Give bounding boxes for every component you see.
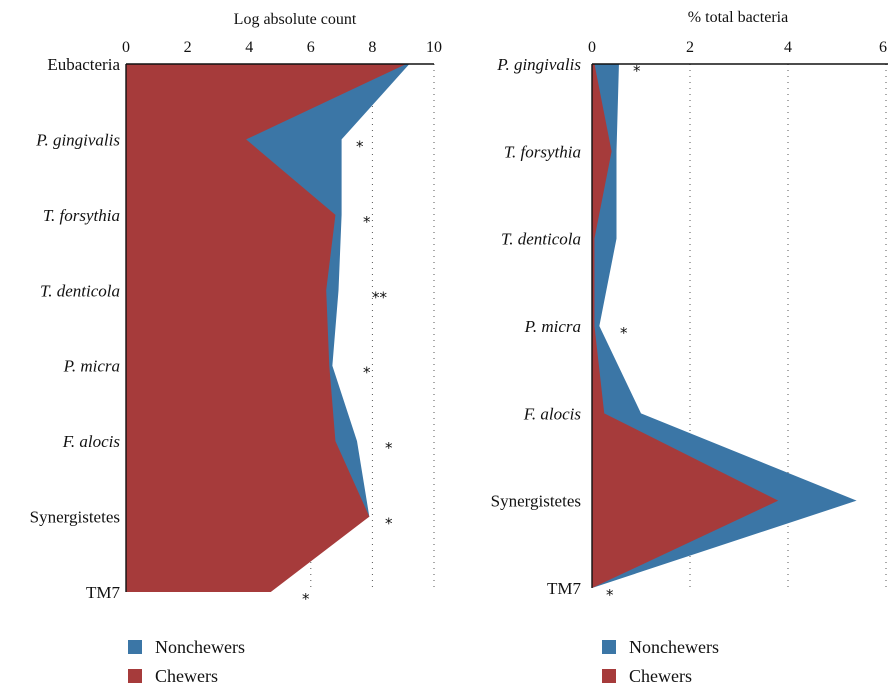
significance-marker: * (606, 586, 614, 604)
x-tick-label: 4 (784, 39, 792, 56)
x-tick-label: 10 (426, 39, 442, 56)
legend-label-chewers: Chewers (629, 666, 692, 686)
x-tick-label: 0 (122, 39, 130, 56)
legend-swatch-chewers (602, 669, 616, 683)
legend-label-chewers: Chewers (155, 666, 218, 686)
legend-label-nonchewers: Nonchewers (155, 637, 245, 657)
category-label-f-alocis: F. alocis (523, 404, 582, 423)
category-label-f-alocis: F. alocis (62, 432, 121, 451)
significance-marker: * (620, 324, 628, 342)
x-tick-label: 2 (184, 39, 192, 56)
category-label-t-forsythia: T. forsythia (43, 206, 120, 225)
category-label-t-denticola: T. denticola (40, 281, 120, 300)
area-chewers (592, 64, 779, 588)
legend-swatch-nonchewers (602, 640, 616, 654)
legend-swatch-chewers (128, 669, 142, 683)
x-tick-label: 6 (307, 39, 315, 56)
legend-label-nonchewers: Nonchewers (629, 637, 719, 657)
category-label-p-gingivalis: P. gingivalis (35, 130, 120, 149)
category-label-synergistetes: Synergistetes (30, 508, 120, 527)
significance-marker: * (363, 213, 371, 231)
x-tick-label: 6 (879, 39, 887, 56)
legends: Nonchewers Chewers Nonchewers Chewers (128, 637, 719, 686)
chart-title: % total bacteria (688, 9, 788, 26)
area-chewers (126, 64, 407, 592)
category-label-synergistetes: Synergistetes (491, 492, 581, 511)
chart-log-absolute-count: 0 2 4 6 8 10 Log absolute count Eubacteria P. gi… (30, 11, 442, 608)
significance-marker: * (363, 364, 371, 382)
category-label-t-forsythia: T. forsythia (504, 142, 581, 161)
category-label-p-micra: P. micra (524, 317, 581, 336)
category-label-t-denticola: T. denticola (501, 230, 581, 249)
significance-marker: * (633, 62, 641, 80)
significance-marker: * (385, 515, 393, 533)
category-label-tm7: TM7 (86, 583, 121, 602)
x-tick-label: 0 (588, 39, 596, 56)
category-label-eubacteria: Eubacteria (47, 55, 120, 74)
category-label-p-micra: P. micra (63, 357, 120, 376)
x-tick-label: 4 (245, 39, 253, 56)
legend-swatch-nonchewers (128, 640, 142, 654)
significance-marker: * (356, 137, 364, 155)
x-tick-label: 8 (368, 39, 376, 56)
x-tick-label: 2 (686, 39, 694, 56)
significance-marker: ** (372, 288, 388, 306)
category-label-tm7: TM7 (547, 579, 582, 598)
significance-marker: * (302, 590, 310, 608)
chart-percent-total-bacteria: 0 2 4 6 % total bacteria P. gingivalis T. fors… (491, 9, 888, 604)
category-label-p-gingivalis: P. gingivalis (496, 55, 581, 74)
chart-title: Log absolute count (234, 11, 357, 28)
significance-marker: * (385, 439, 393, 457)
